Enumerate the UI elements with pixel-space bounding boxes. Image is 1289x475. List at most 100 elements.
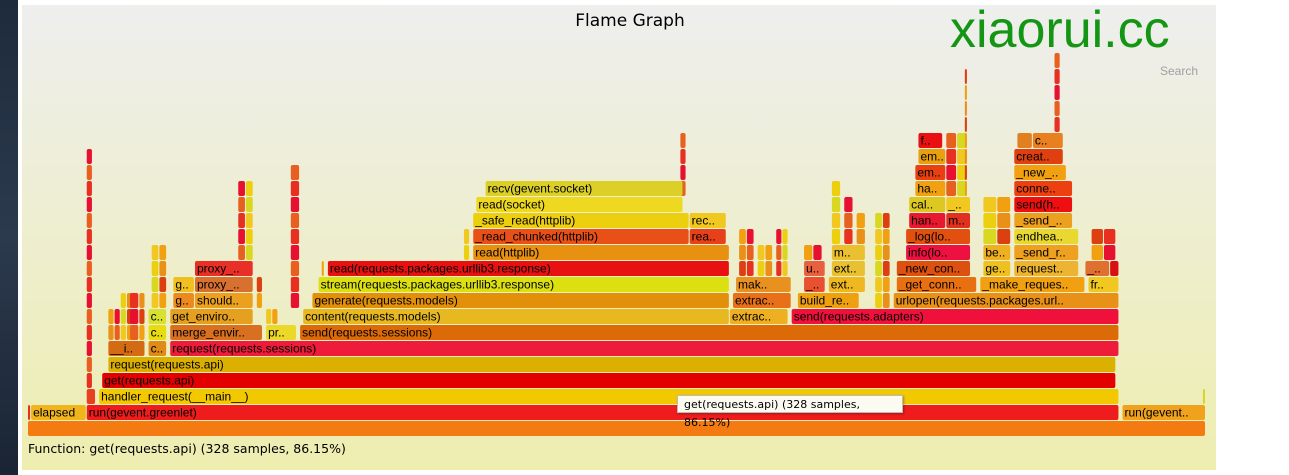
frame-rect[interactable] [28,421,1205,436]
frame[interactable] [882,213,890,228]
frame-run-gevent-greenlet[interactable]: run(gevent.greenlet) [86,405,1119,420]
frame-rect[interactable] [151,293,159,308]
frame-rect[interactable] [159,261,167,276]
frame[interactable] [1202,389,1205,404]
frame-rect[interactable] [896,277,977,292]
frame-generate-requests-models[interactable]: generate(requests.models) [312,293,729,308]
frame-rect[interactable] [245,197,253,212]
frame-em[interactable]: em.. [915,165,946,180]
frame-rect[interactable] [882,245,890,260]
frame[interactable] [964,165,967,180]
frame-rect[interactable] [1014,181,1073,196]
frame-rect[interactable] [159,277,167,292]
frame-rect[interactable] [194,277,253,292]
frame-rect[interactable] [813,245,822,260]
frame[interactable] [844,197,853,212]
frame-c[interactable]: c.. [1032,133,1063,148]
frame-rect[interactable] [1122,405,1205,420]
frame-rect[interactable] [997,213,1011,228]
frame-rect[interactable] [689,213,726,228]
frame-rect[interactable] [120,325,126,340]
frame-creat[interactable]: creat.. [1014,149,1063,164]
frame-rect[interactable] [964,133,967,148]
frame-rect[interactable] [86,181,92,196]
frame-rect[interactable] [1054,101,1060,116]
frame-rect[interactable] [736,277,791,292]
frame[interactable] [86,165,92,180]
frame-read-httplib[interactable]: read(httplib) [473,245,729,260]
frame[interactable] [831,213,841,228]
frame-new[interactable]: _new_.. [1014,165,1066,180]
frame-rect[interactable] [797,293,859,308]
frame-rect[interactable] [148,325,167,340]
frame-rect[interactable] [765,245,773,260]
frame-rect[interactable] [1054,53,1060,68]
frame-get-requests-api[interactable]: get(requests.api) [102,373,1116,388]
frame[interactable] [86,261,92,276]
frame[interactable] [983,213,997,228]
frame-proxy[interactable]: proxy_.. [194,277,253,292]
frame-rect[interactable] [238,197,245,212]
frame-rect[interactable] [739,261,746,276]
frame[interactable] [875,261,882,276]
frame[interactable] [266,309,272,324]
search-button[interactable]: Search [1160,64,1199,78]
frame-make-reques[interactable]: _make_reques.. [980,277,1085,292]
frame-rect[interactable] [139,293,145,308]
frame-new-con[interactable]: _new_con.. [896,261,971,276]
frame[interactable] [290,213,300,228]
frame-run-gevent[interactable]: run(gevent.. [1122,405,1205,420]
frame[interactable] [290,165,300,180]
frame-rect[interactable] [964,165,967,180]
frame-rect[interactable] [680,149,686,164]
frame-rect[interactable] [680,133,686,148]
frame[interactable] [463,229,470,244]
frame-rect[interactable] [856,229,865,244]
frame-mak[interactable]: mak.. [736,277,791,292]
frame-recv-gevent-socket[interactable]: recv(gevent.socket) [485,181,683,196]
frame-rect[interactable] [290,293,300,308]
frame[interactable] [139,309,145,324]
frame-rect[interactable] [983,261,1011,276]
frame[interactable] [1054,117,1060,132]
frame-rect[interactable] [120,309,126,324]
frame-rect[interactable] [893,293,1119,308]
frame-rect[interactable] [245,229,253,244]
frame-[interactable]: _.. [804,277,825,292]
frame[interactable] [86,373,92,388]
frame-rect[interactable] [476,197,683,212]
frame[interactable] [86,229,92,244]
frame-rect[interactable] [245,213,253,228]
frame-rect[interactable] [906,229,971,244]
frame-rect[interactable] [159,245,167,260]
frame-rect[interactable] [983,197,997,212]
frame-ext[interactable]: ext.. [828,277,865,292]
frame-c[interactable]: c.. [148,341,167,356]
frame-[interactable]: _.. [1085,261,1110,276]
frame[interactable] [746,261,754,276]
frame-extrac[interactable]: extrac.. [732,293,791,308]
frame-urlopen-requests-packages-url[interactable]: urlopen(requests.packages.url.. [893,293,1119,308]
frame-rect[interactable] [130,325,139,340]
frame-read-chunked-httplib[interactable]: _read_chunked(httplib) [473,229,689,244]
frame[interactable] [813,245,822,260]
frame-proxy[interactable]: proxy_.. [194,261,253,276]
frame[interactable] [130,309,139,324]
frame-send-h[interactable]: send(h.. [1014,197,1073,212]
frame-rect[interactable] [909,213,946,228]
frame[interactable] [882,293,890,308]
frame-rect[interactable] [946,181,957,196]
frame[interactable] [245,197,253,212]
frame[interactable] [964,181,967,196]
frame[interactable] [964,85,967,100]
frame[interactable] [856,213,865,228]
frame-ext[interactable]: ext.. [831,261,865,276]
frame-rect[interactable] [875,213,882,228]
frame-rect[interactable] [173,293,194,308]
frame-rect[interactable] [139,325,145,340]
frame[interactable] [875,213,882,228]
frame-rect[interactable] [776,245,782,260]
frame-rect[interactable] [946,133,957,148]
frame-rect[interactable] [882,261,890,276]
frame[interactable] [882,261,890,276]
